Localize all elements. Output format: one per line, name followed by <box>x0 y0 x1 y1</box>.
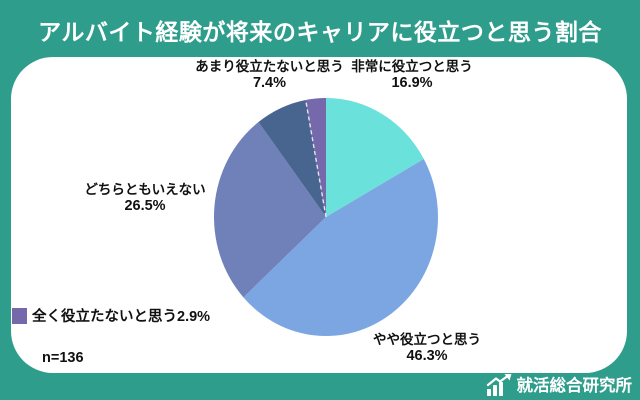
legend-swatch <box>12 307 27 324</box>
label-somewhat-useful: やや役立つと思う 46.3% <box>347 331 507 365</box>
page-title: アルバイト経験が将来のキャリアに役立つと思う割合 <box>38 19 602 45</box>
label-neutral-pct: 26.5% <box>124 198 166 214</box>
pie-slice <box>214 122 326 298</box>
growth-chart-icon <box>486 374 511 396</box>
pie-slice <box>326 98 424 217</box>
label-not-very-useful-pct: 7.4% <box>252 75 287 91</box>
label-not-very-useful-text: あまり役立たないと思う <box>195 59 344 74</box>
label-somewhat-useful-pct: 46.3% <box>406 348 448 364</box>
pie-slice <box>243 159 438 336</box>
pie-slice-dashed-divider <box>305 99 327 218</box>
label-very-useful: 非常に役立つと思う 16.9% <box>332 58 492 92</box>
label-very-useful-text: 非常に役立つと思う <box>351 59 473 74</box>
sample-size-label: n=136 <box>42 350 84 366</box>
brand-name: 就活総合研究所 <box>516 377 633 395</box>
legend-not-useful-at-all: 全く役立たないと思う2.9% <box>12 305 210 326</box>
label-neutral: どちらともいえない 26.5% <box>65 181 225 215</box>
label-somewhat-useful-text: やや役立つと思う <box>373 332 481 347</box>
brand-footer: 就活総合研究所 <box>486 374 633 396</box>
label-very-useful-pct: 16.9% <box>391 75 433 91</box>
pie-slice <box>258 99 326 217</box>
label-not-very-useful: あまり役立たないと思う 7.4% <box>187 58 352 92</box>
label-neutral-text: どちらともいえない <box>84 182 206 197</box>
legend-label: 全く役立たないと思う2.9% <box>32 309 211 325</box>
